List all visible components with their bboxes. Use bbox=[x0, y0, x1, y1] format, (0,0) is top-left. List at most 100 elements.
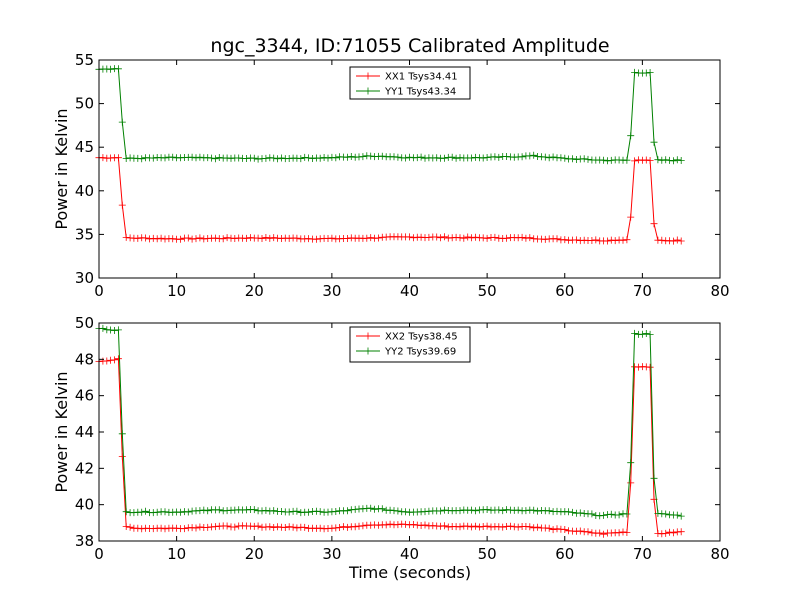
data-point bbox=[565, 508, 573, 516]
data-point bbox=[316, 524, 324, 532]
y-axis-label: Power in Kelvin bbox=[52, 371, 71, 492]
y-tick-label: 40 bbox=[75, 496, 94, 514]
data-point bbox=[588, 237, 596, 244]
data-point bbox=[495, 153, 503, 161]
data-point bbox=[367, 504, 375, 512]
data-point bbox=[472, 522, 479, 530]
data-point bbox=[638, 330, 646, 338]
x-tick-label: 30 bbox=[322, 282, 341, 300]
data-point bbox=[118, 118, 126, 126]
bottom-panel: 0 10 20 30 40 50 60 70 80 38 40 42 44 46 48 50 Power in … bbox=[52, 314, 730, 563]
data-point bbox=[417, 522, 425, 529]
data-point bbox=[576, 527, 584, 535]
data-point bbox=[378, 505, 386, 513]
data-point bbox=[390, 507, 398, 515]
data-point bbox=[619, 528, 627, 536]
data-point bbox=[254, 155, 262, 163]
data-point bbox=[669, 529, 677, 537]
data-point bbox=[440, 522, 448, 530]
legend: XX2 Tsys38.45 YY2 Tsys39.69 bbox=[349, 326, 471, 363]
data-point bbox=[107, 65, 115, 73]
data-point bbox=[541, 153, 549, 161]
data-point bbox=[635, 156, 642, 164]
series-line-1 bbox=[98, 157, 682, 242]
data-point bbox=[114, 355, 122, 363]
data-point bbox=[631, 68, 639, 76]
data-point bbox=[347, 153, 355, 160]
data-point bbox=[332, 508, 340, 515]
data-point bbox=[468, 506, 476, 514]
data-point bbox=[662, 510, 670, 518]
data-point bbox=[386, 520, 394, 528]
data-point bbox=[138, 155, 146, 163]
data-point bbox=[161, 525, 169, 533]
y-tick-label: 48 bbox=[75, 350, 94, 368]
data-point bbox=[192, 524, 200, 532]
data-point bbox=[343, 507, 351, 515]
data-point bbox=[312, 235, 320, 243]
data-point bbox=[157, 524, 165, 532]
data-point bbox=[328, 234, 336, 242]
y-tick-label: 55 bbox=[75, 51, 94, 69]
data-point bbox=[444, 523, 452, 531]
data-point bbox=[347, 234, 355, 242]
data-point bbox=[196, 153, 204, 161]
data-point bbox=[642, 330, 650, 337]
data-point bbox=[153, 508, 161, 516]
data-point bbox=[580, 155, 588, 163]
data-point bbox=[394, 521, 402, 529]
data-point bbox=[188, 235, 196, 243]
data-point bbox=[122, 155, 130, 162]
data-point bbox=[262, 506, 270, 514]
data-point bbox=[669, 237, 677, 245]
x-tick-label: 80 bbox=[710, 282, 729, 300]
data-point bbox=[654, 156, 662, 164]
data-point bbox=[592, 236, 600, 244]
data-point bbox=[530, 524, 538, 532]
data-point bbox=[607, 510, 615, 518]
series-markers-1 bbox=[95, 355, 685, 538]
data-point bbox=[499, 523, 507, 531]
data-point bbox=[243, 234, 250, 242]
data-point bbox=[320, 154, 328, 161]
data-point bbox=[549, 153, 557, 161]
data-point bbox=[650, 138, 658, 146]
data-point bbox=[677, 528, 685, 536]
data-point bbox=[134, 234, 142, 242]
data-point bbox=[223, 234, 231, 242]
data-point bbox=[394, 507, 402, 515]
data-point bbox=[122, 508, 130, 516]
data-point bbox=[118, 430, 126, 438]
data-point bbox=[99, 154, 107, 162]
data-point bbox=[359, 522, 367, 530]
x-tick-label: 60 bbox=[555, 282, 574, 300]
data-point bbox=[433, 154, 441, 162]
data-point bbox=[677, 157, 685, 164]
x-tick-label: 0 bbox=[94, 545, 104, 563]
x-tick-label: 10 bbox=[167, 545, 186, 563]
data-point bbox=[468, 154, 476, 162]
data-point bbox=[642, 69, 650, 77]
data-point bbox=[258, 507, 266, 515]
data-point bbox=[270, 507, 278, 515]
data-point bbox=[343, 153, 351, 161]
data-point bbox=[270, 524, 278, 531]
data-point bbox=[215, 506, 223, 514]
data-point bbox=[588, 510, 596, 518]
data-point bbox=[177, 235, 184, 243]
data-point bbox=[196, 507, 204, 515]
data-point bbox=[262, 234, 270, 241]
data-point bbox=[615, 529, 623, 537]
data-point bbox=[623, 510, 631, 518]
data-point bbox=[413, 154, 421, 162]
data-point bbox=[464, 233, 472, 241]
data-point bbox=[514, 523, 522, 531]
data-point bbox=[309, 155, 316, 162]
x-tick-label: 50 bbox=[478, 545, 497, 563]
data-point bbox=[662, 529, 670, 537]
x-tick-label: 0 bbox=[94, 282, 104, 300]
data-point bbox=[192, 154, 200, 162]
data-point bbox=[219, 235, 227, 243]
y-tick-label: 38 bbox=[75, 532, 94, 550]
data-point bbox=[437, 234, 445, 242]
